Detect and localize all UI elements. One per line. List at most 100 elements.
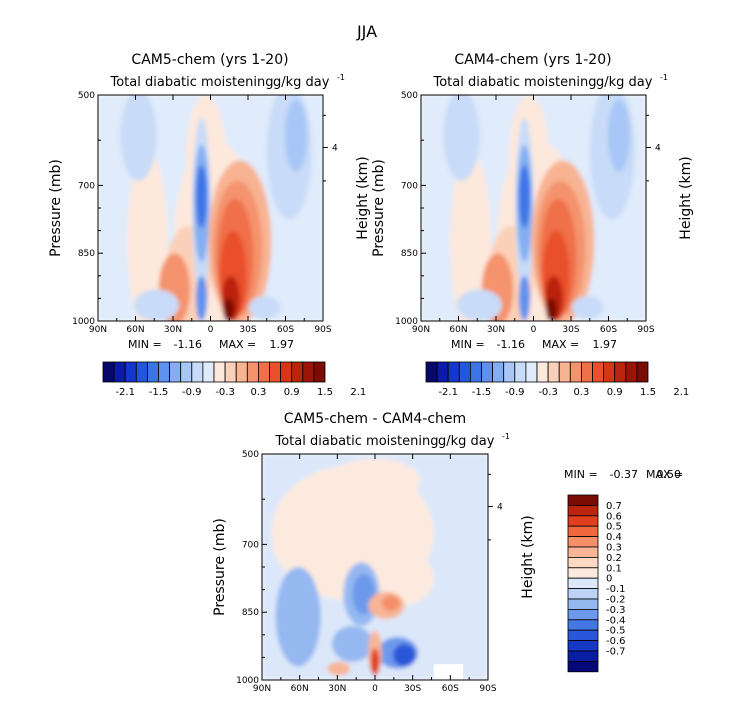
colorbar-label: 0.3 [606,543,622,554]
panel-units-exponent: -1 [660,73,668,82]
colorbar-swatch [569,361,582,383]
colorbar-swatch [567,494,599,506]
colorbar-label: -0.3 [538,387,558,398]
contour-region [607,99,631,172]
y-tick-label: 850 [242,608,259,618]
y-tick-label: 850 [78,249,95,259]
colorbar-swatch [124,361,137,383]
colorbar-swatch [113,361,126,383]
colorbar-swatch [235,361,248,383]
max-value: 1.97 [270,338,295,351]
colorbar-label: -0.3 [215,387,235,398]
colorbar-label: 1.5 [317,387,333,398]
panel-units-exponent: -1 [502,432,510,441]
colorbar-swatch [191,361,204,383]
colorbar-swatch [536,361,549,383]
x-tick-label: 60S [600,325,617,335]
colorbar-label: 0.7 [606,501,622,512]
colorbar-label: 0.3 [250,387,266,398]
colorbar-swatch [514,361,527,383]
colorbar-swatch [625,361,638,383]
panel-3: CAM5-chem - CAM4-chem Total diabatic mois… [212,411,683,694]
contour-field [98,95,323,321]
min-label: MIN = [128,338,162,351]
contour-region [284,99,308,172]
y-axis-label: Pressure (mb) [371,159,387,257]
colorbar-swatch [213,361,226,383]
colorbar-swatch [246,361,259,383]
colorbar-swatch [102,361,115,383]
panel-title: CAM4-chem (yrs 1-20) [454,52,611,68]
colorbar-label: 0.9 [284,387,300,398]
colorbar-swatch [603,361,616,383]
x-tick-label: 60S [442,684,459,694]
colorbar-swatch [469,361,482,383]
colorbar-swatch [180,361,193,383]
colorbar-label: -0.2 [606,595,626,606]
colorbar-label: 0 [606,574,612,585]
max-label: MAX = [219,338,256,351]
max-label: MAX = [542,338,579,351]
colorbar-swatch [567,504,599,517]
colorbar-label: 0.4 [606,532,622,543]
colorbar-swatch [567,598,599,610]
colorbar-swatch [447,361,460,383]
y-tick-label: 500 [78,91,95,101]
colorbar-label: 0.1 [606,563,622,574]
panel-units: g/kg day [438,434,495,449]
colorbar-swatch [547,361,560,383]
contour-region [438,472,484,572]
colorbar-swatch [567,661,599,673]
min-value: -1.16 [497,338,525,351]
colorbar-swatch [425,361,438,383]
min-label: MIN = [451,338,485,351]
max-label: MAX = [646,468,683,481]
colorbar-label: -0.3 [606,605,626,616]
x-tick-label: 60N [449,325,467,335]
x-tick-label: 30N [164,325,182,335]
colorbar-swatch [291,361,304,383]
x-tick-label: 90N [412,325,430,335]
y2-tick-label: 4 [497,502,503,512]
colorbar-swatch [257,361,270,383]
contour-region [518,165,531,229]
colorbar-swatch [567,650,599,662]
colorbar-swatch [567,629,599,642]
contour-region [450,151,491,321]
contour-region [443,95,480,181]
colorbar-swatch [636,361,649,383]
contour-region [381,595,400,612]
contour-region [393,643,416,667]
colorbar-horizontal: -2.1 -1.5 -0.9 -0.3 0.3 0.9 1.5 2.1 [102,361,366,398]
contour-region [275,567,321,667]
min-label: MIN = [564,468,598,481]
y-axis-label: Pressure (mb) [48,159,64,257]
colorbar-swatch [558,361,571,383]
colorbar-swatch [146,361,159,383]
panel-title: CAM5-chem - CAM4-chem [284,411,466,427]
x-tick-label: 0 [372,684,378,694]
panel-1: CAM5-chem (yrs 1-20) Total diabatic moist… [48,52,371,351]
x-tick-label: 30N [328,684,346,694]
colorbar-label: 0.5 [606,522,622,533]
y-tick-label: 500 [242,450,259,460]
contour-region [127,151,168,321]
colorbar-swatch [567,525,599,538]
max-value: 0.50 [657,468,682,481]
colorbar-horizontal: -2.1 -1.5 -0.9 -0.3 0.3 0.9 1.5 2.1 [425,361,689,398]
colorbar-swatch [458,361,471,383]
colorbar-swatch [313,361,326,383]
colorbar-swatch [169,361,182,383]
y-tick-label: 1000 [236,676,259,686]
colorbar-vertical: 0.70.60.50.40.30.20.10-0.1-0.2-0.3-0.4-0… [567,494,626,673]
x-tick-label: 90S [314,325,331,335]
y2-axis-label: Height (km) [355,156,371,239]
contour-region [134,289,179,321]
colorbar-swatch [525,361,538,383]
colorbar-swatch [581,361,593,383]
y2-tick-label: 4 [655,143,661,153]
colorbar-label: -0.7 [606,647,626,658]
colorbar-label: -0.6 [606,636,626,647]
colorbar-label: -1.5 [149,387,169,398]
x-tick-label: 90S [479,684,496,694]
